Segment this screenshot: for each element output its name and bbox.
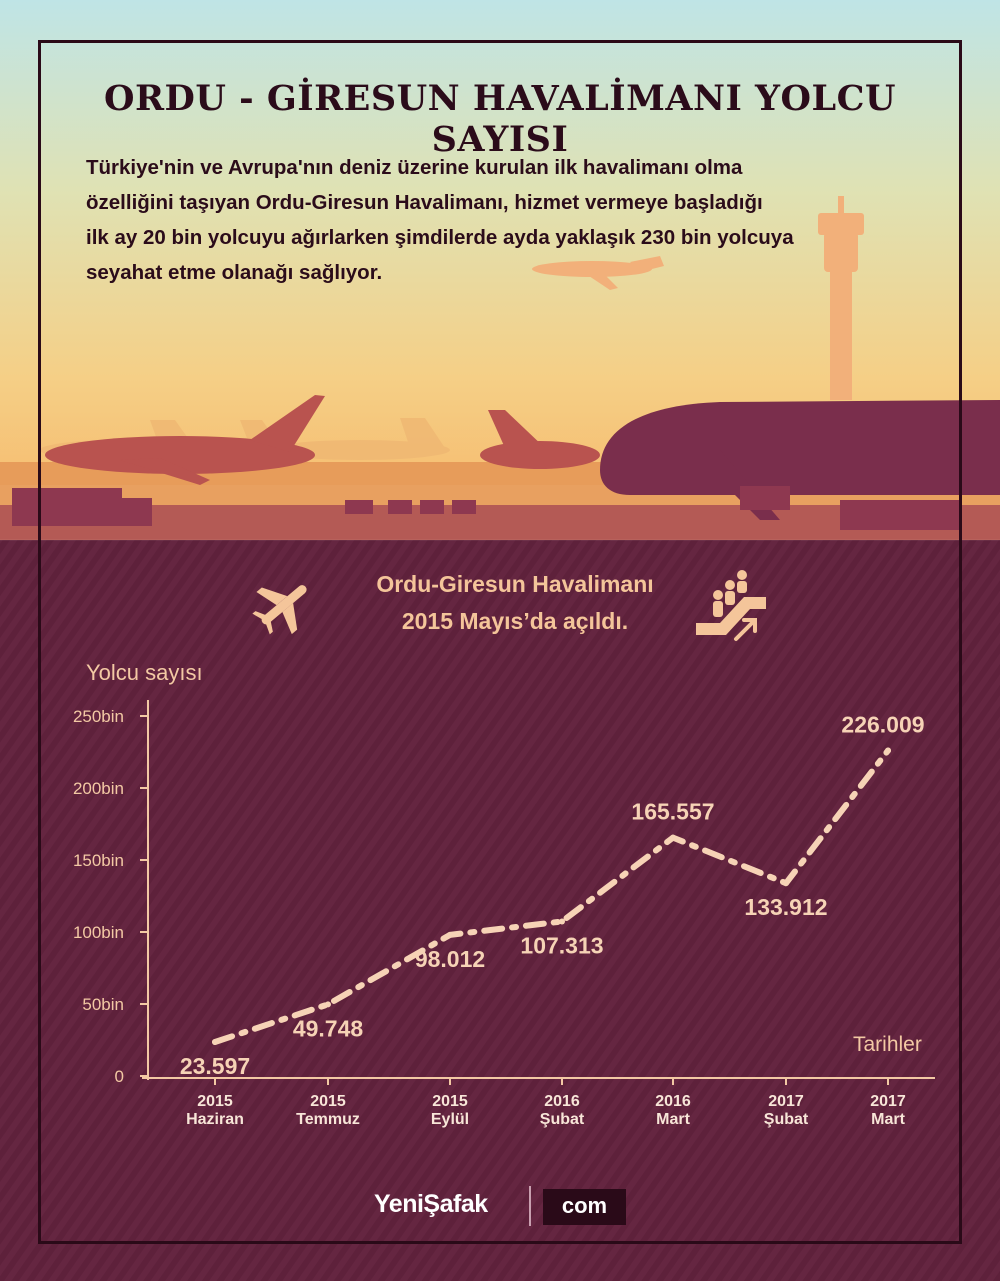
opening-note: Ordu-Giresun Havalimanı 2015 Mayıs’da aç… [330,566,700,640]
description-line: ilk ay 20 bin yolcuyu ağırlarken şimdile… [86,226,794,249]
x-tick-label: Mart [656,1111,690,1128]
data-label: 226.009 [841,712,924,738]
x-tick-label: 2017 [768,1093,804,1110]
y-tick-label: 100bin [73,923,124,942]
data-point [325,1001,331,1008]
data-label: 49.748 [293,1015,364,1041]
content-frame [38,40,962,1244]
x-tick-label: 2016 [655,1093,691,1110]
data-point [783,880,789,887]
description-line: seyahat etme olanağı sağlıyor. [86,261,383,284]
y-axis-label: Yolcu sayısı [86,660,203,685]
brand-logo: YeniŞafak [374,1190,488,1218]
description-line: Türkiye'nin ve Avrupa'nın deniz üzerine … [86,156,743,179]
data-label: 23.597 [180,1053,250,1079]
description-paragraph: Türkiye'nin ve Avrupa'nın deniz üzerine … [86,150,926,290]
data-point [212,1039,218,1046]
note-line: 2015 Mayıs’da açıldı. [401,608,629,634]
data-point [885,747,891,754]
y-tick-label: 50bin [82,995,124,1014]
x-tick-label: Haziran [186,1111,244,1128]
x-axis-label: Tarihler [853,1033,922,1056]
brand-separator [529,1186,531,1226]
airplane-icon [252,585,307,635]
x-tick-label: Mart [871,1111,905,1128]
data-label: 165.557 [631,799,714,825]
description-line: özelliğini taşıyan Ordu-Giresun Havalima… [86,191,763,214]
note-line: Ordu-Giresun Havalimanı [376,571,654,597]
x-tick-label: Temmuz [296,1111,360,1128]
brand-suffix: com [543,1189,626,1225]
data-label: 133.912 [744,894,827,920]
data-point [670,834,676,841]
page-title: ORDU - GİRESUN HAVALİMANI YOLCU SAYISI [103,78,896,160]
y-tick-label: 200bin [73,779,124,798]
data-point [559,918,565,925]
x-tick-label: 2016 [544,1093,580,1110]
x-tick-label: 2015 [310,1093,346,1110]
x-tick-label: 2015 [197,1093,233,1110]
y-tick-label: 0 [115,1067,124,1086]
y-tick-label: 250bin [73,707,124,726]
data-label: 98.012 [415,946,485,972]
x-tick-label: Şubat [540,1111,585,1128]
x-tick-label: 2017 [870,1093,906,1110]
x-tick-label: Eylül [431,1111,469,1128]
x-tick-label: Şubat [764,1111,809,1128]
data-point [447,931,453,938]
passenger-escalator-icon [696,570,766,641]
x-tick-label: 2015 [432,1093,468,1110]
y-tick-label: 150bin [73,851,124,870]
data-label: 107.313 [520,932,603,958]
